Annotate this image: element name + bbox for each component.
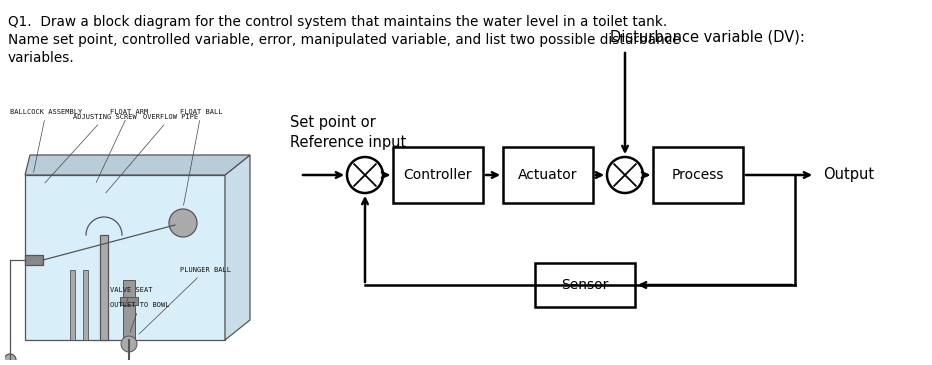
Circle shape: [121, 336, 137, 352]
Bar: [25, 255, 43, 265]
Polygon shape: [25, 175, 225, 340]
Text: Set point or
Reference input: Set point or Reference input: [290, 115, 406, 150]
Polygon shape: [225, 155, 250, 340]
FancyBboxPatch shape: [503, 147, 593, 203]
Text: OUTLET TO BOWL: OUTLET TO BOWL: [110, 302, 170, 333]
Polygon shape: [25, 155, 250, 175]
Circle shape: [4, 354, 16, 365]
Text: Name set point, controlled variable, error, manipulated variable, and list two p: Name set point, controlled variable, err…: [8, 33, 680, 47]
Text: BALLCOCK ASSEMBLY: BALLCOCK ASSEMBLY: [10, 109, 82, 172]
Text: Disturbance variable (DV):: Disturbance variable (DV):: [610, 30, 805, 45]
Bar: [123, 280, 135, 340]
Text: FLOAT ARM: FLOAT ARM: [96, 109, 148, 182]
Text: OVERFLOW PIPE: OVERFLOW PIPE: [106, 114, 199, 193]
Text: Process: Process: [672, 168, 724, 182]
Bar: [70, 270, 75, 340]
Text: Actuator: Actuator: [518, 168, 578, 182]
Text: VALVE SEAT: VALVE SEAT: [110, 287, 153, 306]
Text: ADJUSTING SCREW: ADJUSTING SCREW: [45, 114, 137, 183]
FancyBboxPatch shape: [653, 147, 743, 203]
Text: variables.: variables.: [8, 51, 75, 65]
Text: Output: Output: [823, 168, 874, 182]
Bar: [120, 297, 138, 305]
Text: Q1.  Draw a block diagram for the control system that maintains the water level : Q1. Draw a block diagram for the control…: [8, 15, 667, 29]
Text: PLUNGER BALL: PLUNGER BALL: [139, 267, 231, 334]
Bar: [83, 270, 88, 340]
Bar: [100, 235, 108, 340]
Circle shape: [169, 209, 197, 237]
Text: Sensor: Sensor: [561, 278, 609, 292]
Text: FLOAT BALL: FLOAT BALL: [180, 109, 223, 205]
Text: Controller: Controller: [404, 168, 473, 182]
Text: WATER INLET SHUT-OFF VALVE: WATER INLET SHUT-OFF VALVE: [0, 364, 1, 365]
FancyBboxPatch shape: [535, 263, 635, 307]
FancyBboxPatch shape: [393, 147, 483, 203]
